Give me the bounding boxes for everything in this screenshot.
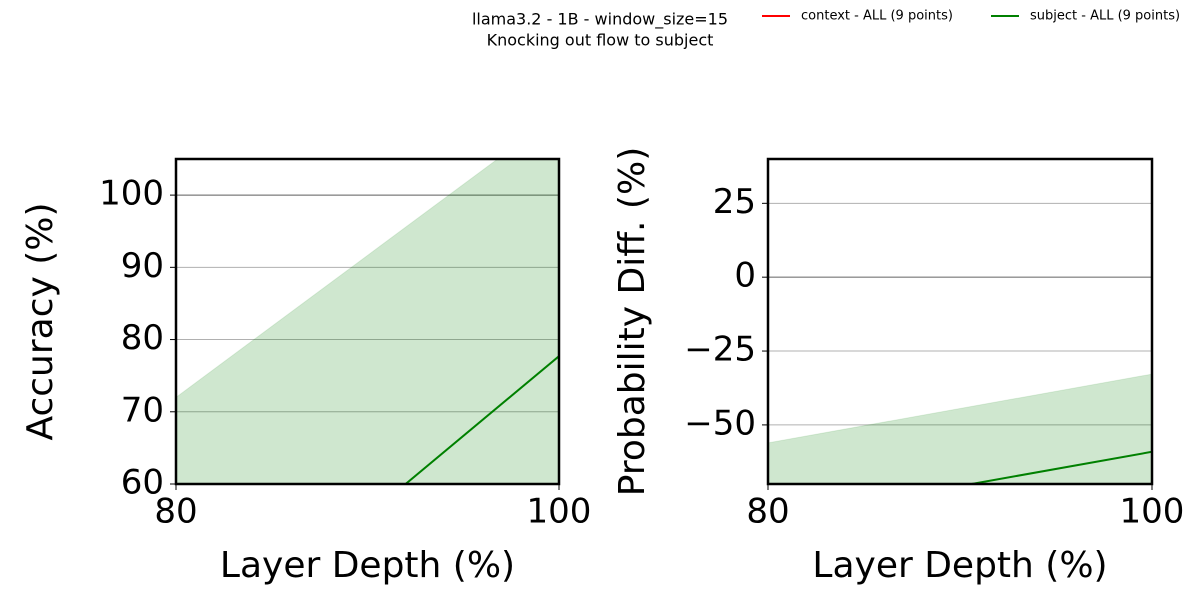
legend-label: context - ALL (9 points) bbox=[801, 9, 953, 24]
y-tick-label: 0 bbox=[734, 256, 756, 296]
x-tick-label: 80 bbox=[746, 492, 789, 532]
y-tick-label: 25 bbox=[713, 182, 756, 222]
plot-area bbox=[176, 159, 559, 484]
series-line bbox=[965, 450, 1152, 484]
y-tick-label: 60 bbox=[121, 463, 164, 503]
y-tick-label: 90 bbox=[121, 246, 164, 286]
legend-item: context - ALL (9 points) bbox=[762, 9, 953, 24]
y-tick-label: 80 bbox=[121, 318, 164, 358]
x-tick-label: 100 bbox=[1120, 492, 1185, 532]
confidence-band bbox=[176, 159, 559, 484]
y-axis-label: Probability Diff. (%) bbox=[612, 147, 653, 496]
x-tick-label: 80 bbox=[154, 492, 197, 532]
legend-item: subject - ALL (9 points) bbox=[991, 9, 1180, 24]
series-line bbox=[404, 355, 559, 484]
y-axis-label: Accuracy (%) bbox=[20, 202, 61, 440]
axes-frame bbox=[766, 157, 1154, 486]
x-axis-label: Layer Depth (%) bbox=[812, 545, 1107, 586]
y-tick-label: −50 bbox=[684, 403, 756, 443]
x-axis-label: Layer Depth (%) bbox=[220, 545, 515, 586]
y-tick-label: 70 bbox=[121, 390, 164, 430]
legend-label: subject - ALL (9 points) bbox=[1030, 9, 1180, 24]
confidence-band bbox=[768, 373, 1152, 484]
title-line: llama3.2 - 1B - window_size=15 bbox=[472, 10, 728, 30]
axes-frame bbox=[174, 157, 561, 486]
y-tick-label: −25 bbox=[684, 330, 756, 370]
title-line: Knocking out flow to subject bbox=[487, 31, 714, 50]
y-tick-label: 100 bbox=[99, 174, 164, 214]
plot-area bbox=[768, 202, 1152, 484]
x-tick-label: 100 bbox=[527, 492, 592, 532]
